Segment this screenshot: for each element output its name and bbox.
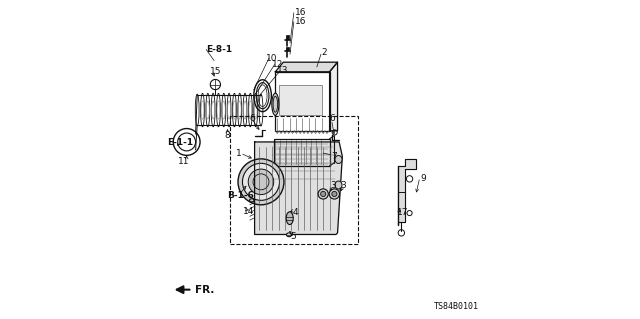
Text: 12: 12 <box>271 60 283 69</box>
Bar <box>286 47 289 50</box>
Polygon shape <box>275 62 337 72</box>
Text: 2: 2 <box>321 48 327 57</box>
Text: 6: 6 <box>329 114 335 123</box>
Text: 5: 5 <box>291 232 296 241</box>
Bar <box>274 139 330 166</box>
Text: FR.: FR. <box>195 285 214 295</box>
Text: 3: 3 <box>330 181 336 190</box>
Ellipse shape <box>286 212 293 225</box>
Text: 10: 10 <box>266 54 277 63</box>
Circle shape <box>318 189 328 199</box>
Circle shape <box>238 159 284 205</box>
Bar <box>275 72 330 131</box>
Text: 16: 16 <box>294 17 306 26</box>
Text: 1: 1 <box>236 149 242 158</box>
Text: 9: 9 <box>420 174 426 182</box>
Ellipse shape <box>272 93 279 115</box>
Circle shape <box>321 191 326 197</box>
Bar <box>286 35 289 39</box>
Ellipse shape <box>250 199 254 202</box>
Circle shape <box>329 189 339 199</box>
Bar <box>278 85 321 115</box>
Text: 3: 3 <box>340 181 346 190</box>
Text: 14: 14 <box>243 207 254 216</box>
Polygon shape <box>398 159 416 225</box>
Polygon shape <box>330 62 337 131</box>
Polygon shape <box>255 142 342 234</box>
Text: 6: 6 <box>249 114 255 123</box>
Text: 16: 16 <box>294 8 306 17</box>
Circle shape <box>248 169 274 195</box>
Circle shape <box>243 163 280 200</box>
Text: E-8-1: E-8-1 <box>206 45 232 54</box>
Text: 15: 15 <box>210 67 221 76</box>
Ellipse shape <box>287 233 292 237</box>
Text: 8: 8 <box>224 131 230 140</box>
Text: 13: 13 <box>277 66 289 75</box>
Text: B-1-6: B-1-6 <box>227 191 253 200</box>
Circle shape <box>332 191 337 197</box>
Bar <box>230 116 358 244</box>
Ellipse shape <box>335 155 342 164</box>
Text: 4: 4 <box>293 208 298 217</box>
Text: 11: 11 <box>178 157 189 166</box>
Text: 7: 7 <box>331 152 337 161</box>
Text: E-1-1: E-1-1 <box>168 138 194 147</box>
Text: 17: 17 <box>397 208 408 217</box>
Text: TS84B0101: TS84B0101 <box>434 302 479 311</box>
Ellipse shape <box>335 181 342 189</box>
